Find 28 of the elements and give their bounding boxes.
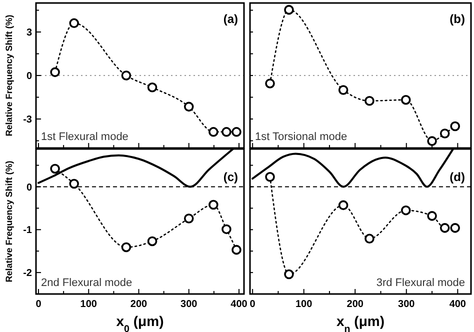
y-tick-label: 3 xyxy=(26,28,32,38)
y-tick-label: -1 xyxy=(23,225,32,236)
y-tick-label: 0 xyxy=(26,182,32,194)
x-tick-label: 200 xyxy=(346,299,364,310)
y-axis-title: Relative Frequency Shift (%) xyxy=(4,160,14,282)
annotation: (b) xyxy=(450,12,465,26)
x-tick-label: 100 xyxy=(295,299,313,310)
x-tick-label: 300 xyxy=(398,299,416,310)
y-tick-label: -3 xyxy=(23,114,32,126)
x-tick-label: 400 xyxy=(449,299,466,310)
y-tick-label: -2 xyxy=(23,268,32,280)
annotation: 1st Flexural mode xyxy=(41,131,128,143)
x-tick-label: 200 xyxy=(130,299,148,310)
x-tick-label: 100 xyxy=(80,299,98,310)
x-tick-label: 400 xyxy=(230,299,248,310)
x-axis-title: x$_{n}$ (μm) xyxy=(336,313,385,332)
annotation: (c) xyxy=(223,170,238,184)
x-tick-label: 300 xyxy=(180,299,198,310)
annotation: 2nd Flexural mode xyxy=(41,277,132,289)
y-tick-label: 0 xyxy=(26,71,32,82)
annotation: 1st Torsional mode xyxy=(255,131,348,143)
annotation: (a) xyxy=(223,12,238,26)
y-axis-title: Relative Frequency Shift (%) xyxy=(4,14,14,136)
x-tick-label: 0 xyxy=(250,299,256,310)
annotation: (d) xyxy=(450,170,465,184)
annotation: 3rd Flexural mode xyxy=(376,277,465,289)
x-axis-title: x$_{0}$ (μm) xyxy=(116,313,164,332)
x-tick-label: 0 xyxy=(36,299,42,310)
